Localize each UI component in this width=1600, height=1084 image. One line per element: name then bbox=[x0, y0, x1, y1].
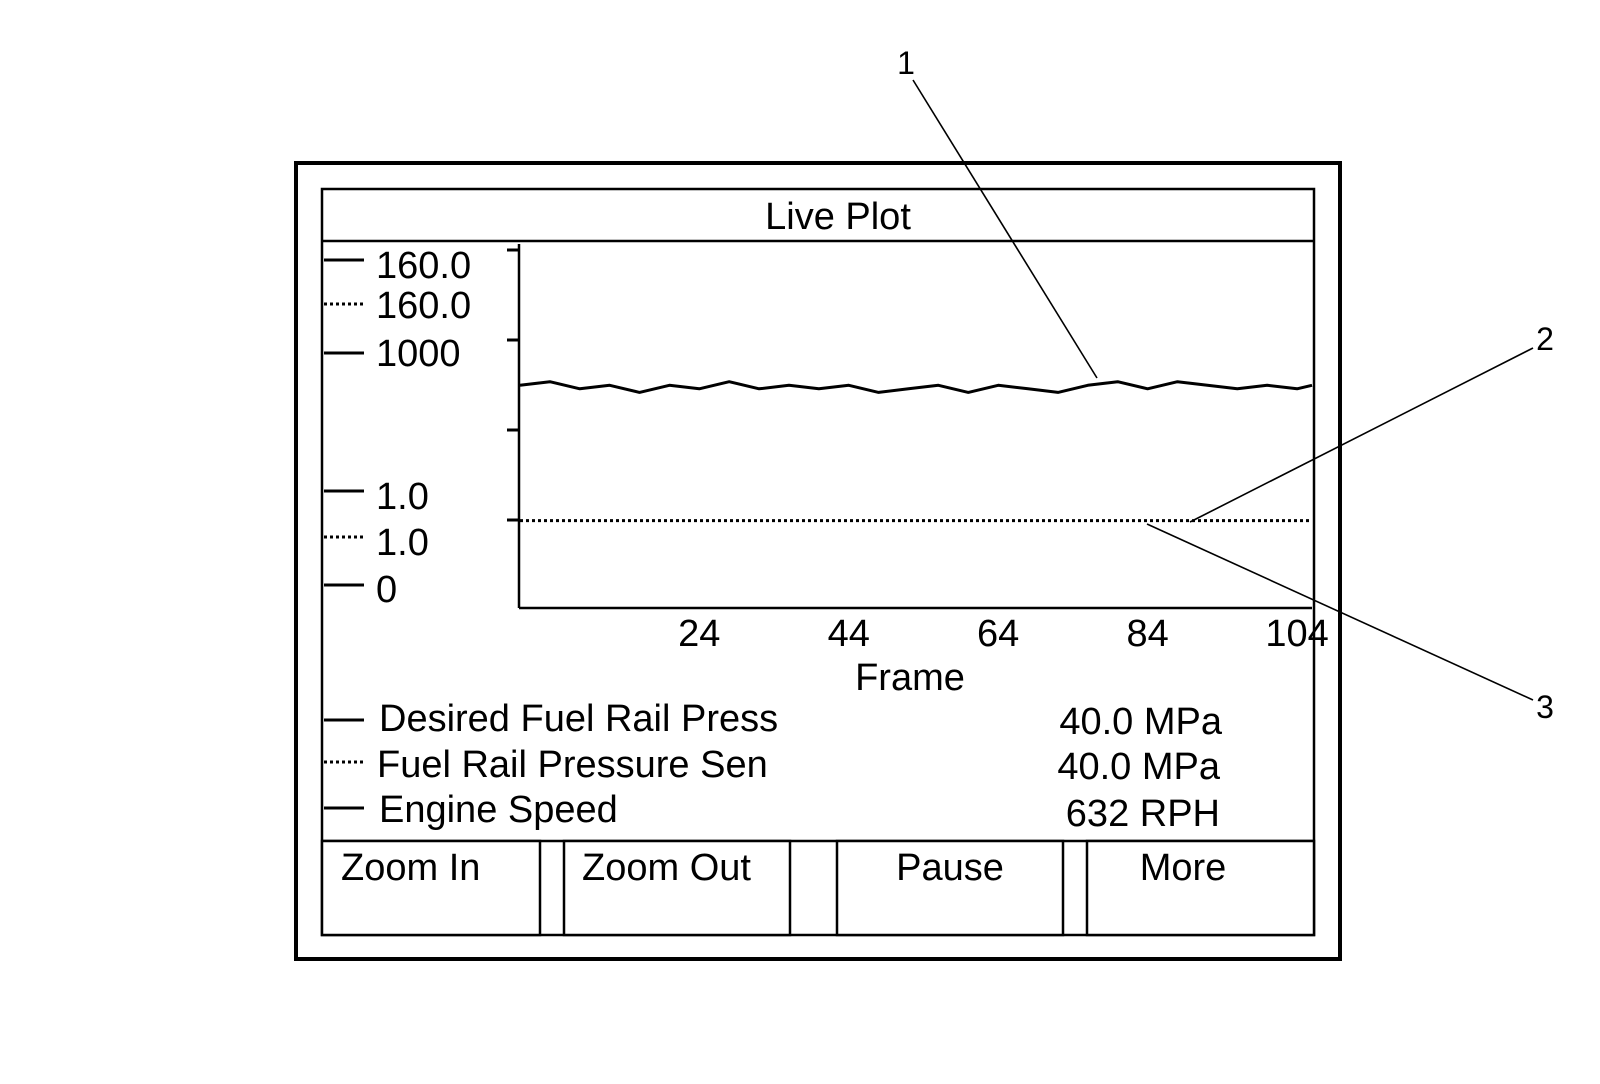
callout-1-leader bbox=[912, 79, 1098, 379]
x-tick-labels: 24 44 64 84 104 bbox=[678, 613, 1329, 655]
more-label[interactable]: More bbox=[1140, 847, 1227, 889]
callouts: 1 2 3 bbox=[897, 45, 1554, 725]
parameter-value: 632 RPH bbox=[1066, 793, 1220, 835]
zoom-out-label[interactable]: Zoom Out bbox=[582, 847, 751, 889]
zoom-in-label[interactable]: Zoom In bbox=[341, 847, 480, 889]
series-line-1 bbox=[519, 380, 1313, 394]
scale-label: 0 bbox=[376, 569, 397, 611]
x-axis-label: Frame bbox=[855, 657, 965, 699]
parameter-name: Desired Fuel Rail Press bbox=[379, 698, 778, 740]
outer-frame bbox=[294, 161, 1342, 961]
scale-label: 160.0 bbox=[376, 245, 471, 287]
left-scale: 160.0 160.0 1000 1.0 1.0 0 bbox=[324, 245, 471, 611]
parameter-name: Fuel Rail Pressure Sen bbox=[377, 744, 768, 786]
screen-frame bbox=[320, 187, 1316, 937]
scale-label: 1.0 bbox=[376, 522, 429, 564]
button-frame[interactable] bbox=[320, 839, 542, 937]
x-tick-label: 64 bbox=[977, 613, 1019, 655]
more-button[interactable]: More bbox=[1085, 839, 1316, 937]
zoom-in-button[interactable]: Zoom In bbox=[320, 839, 542, 937]
zoom-out-button[interactable]: Zoom Out bbox=[562, 839, 792, 937]
x-tick-label: 84 bbox=[1126, 613, 1168, 655]
callout-2-leader bbox=[1189, 347, 1534, 523]
scale-label: 160.0 bbox=[376, 285, 471, 327]
parameter-value: 40.0 MPa bbox=[1057, 746, 1221, 788]
parameter-value: 40.0 MPa bbox=[1059, 701, 1223, 743]
parameter-name: Engine Speed bbox=[379, 789, 618, 831]
callout-1-label: 1 bbox=[897, 45, 915, 81]
pause-button[interactable]: Pause bbox=[835, 839, 1065, 937]
x-tick-label: 44 bbox=[828, 613, 870, 655]
pause-label[interactable]: Pause bbox=[896, 847, 1004, 889]
x-tick-label: 104 bbox=[1265, 613, 1328, 655]
callout-3-leader bbox=[1146, 523, 1534, 701]
live-plot-chart: 24 44 64 84 104 Frame bbox=[507, 244, 1329, 699]
button-frame[interactable] bbox=[1085, 839, 1316, 937]
x-tick-label: 24 bbox=[678, 613, 720, 655]
parameter-legend: Desired Fuel Rail Press 40.0 MPa Fuel Ra… bbox=[324, 698, 1223, 835]
scale-label: 1000 bbox=[376, 333, 461, 375]
button-frame[interactable] bbox=[835, 839, 1065, 937]
scale-label: 1.0 bbox=[376, 476, 429, 518]
page-title: Live Plot bbox=[765, 196, 911, 238]
callout-2-label: 2 bbox=[1536, 321, 1554, 357]
button-frame[interactable] bbox=[562, 839, 792, 937]
series-layer bbox=[519, 380, 1313, 523]
callout-3-label: 3 bbox=[1536, 689, 1554, 725]
